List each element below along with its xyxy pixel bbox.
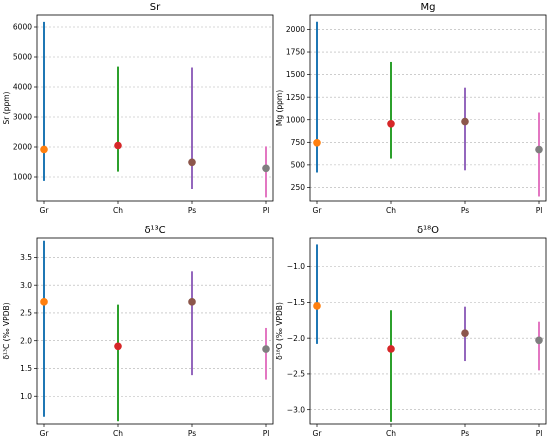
point-ps — [188, 158, 196, 167]
chart-panel-0: 1000 2000 3000 4000 5000 6000 Gr Ch Ps Pl Sr Sr (pp… — [2, 2, 274, 215]
plot-frame — [36, 14, 274, 202]
y-tick-label: 3.5 — [20, 253, 32, 262]
y-tick-label: 6000 — [13, 23, 32, 32]
y-axis-label: Mg (ppm) — [275, 90, 284, 126]
chart-panel-3: −3.0 −2.5 −2.0 −1.5 −1.0 Gr Ch Ps Pl δ¹⁸O δ¹⁸O (‰ … — [275, 225, 547, 438]
y-tick-label: 5000 — [13, 53, 32, 62]
plot-frame — [36, 237, 274, 425]
plot-frame — [309, 14, 547, 202]
point-pl — [535, 145, 543, 154]
point-pl — [262, 164, 270, 173]
x-tick-label: Ch — [113, 429, 123, 438]
x-tick-label: Gr — [40, 206, 50, 215]
point-pl — [535, 336, 543, 345]
y-tick-label: 2000 — [13, 143, 32, 152]
chart-panel-1: 250 500 750 1000 1250 1500 1750 2000 Gr Ch Ps Pl Mg M… — [275, 2, 547, 215]
y-tick-label: 3.0 — [20, 281, 32, 290]
y-tick-label: 1.0 — [20, 392, 32, 401]
y-axis-label: δ¹³C (‰ VPDB) — [2, 302, 11, 359]
y-axis-label: Sr (ppm) — [2, 91, 11, 124]
x-tick-label: Pl — [263, 206, 270, 215]
point-gr — [313, 302, 321, 310]
chart-title: Sr — [150, 2, 161, 13]
point-gr — [313, 138, 321, 147]
chart-title: Mg — [421, 2, 436, 13]
point-ch — [387, 345, 395, 353]
x-tick-label: Ps — [188, 206, 196, 215]
x-tick-label: Ps — [461, 429, 469, 438]
plot-frame — [309, 237, 547, 425]
y-tick-label: 2.5 — [20, 309, 32, 318]
x-tick-label: Pl — [536, 206, 543, 215]
chart-title: δ¹³C — [144, 225, 165, 236]
y-tick-label: −2.0 — [287, 334, 305, 343]
y-tick-label: −2.5 — [287, 370, 305, 379]
x-tick-label: Ch — [113, 206, 123, 215]
y-tick-label: 1000 — [13, 173, 32, 182]
point-ch — [114, 141, 122, 150]
y-tick-label: 500 — [291, 160, 306, 169]
x-tick-label: Pl — [263, 429, 270, 438]
x-tick-label: Ps — [461, 206, 469, 215]
y-tick-label: 1500 — [286, 70, 305, 79]
y-axis-label: δ¹⁸O (‰ VPDB) — [275, 302, 284, 360]
point-ch — [114, 342, 122, 351]
y-tick-label: 2.0 — [20, 336, 32, 345]
x-tick-label: Ch — [386, 429, 396, 438]
y-tick-label: −1.5 — [287, 298, 305, 307]
point-pl — [262, 345, 270, 353]
chart-title: δ¹⁸O — [417, 225, 439, 236]
y-tick-label: 1250 — [286, 93, 305, 102]
point-ps — [461, 329, 469, 337]
y-tick-label: 250 — [291, 183, 306, 192]
x-tick-label: Gr — [313, 206, 323, 215]
y-tick-label: 3000 — [13, 113, 32, 122]
y-tick-label: 4000 — [13, 83, 32, 92]
x-tick-label: Ps — [188, 429, 196, 438]
point-ch — [387, 120, 395, 128]
y-tick-label: 750 — [291, 138, 306, 147]
y-tick-label: 1750 — [286, 48, 305, 57]
x-tick-label: Pl — [536, 429, 543, 438]
y-tick-label: 2000 — [286, 25, 305, 34]
x-tick-label: Gr — [313, 429, 323, 438]
y-tick-label: 1000 — [286, 115, 305, 124]
point-gr — [40, 298, 48, 306]
x-tick-label: Gr — [40, 429, 50, 438]
y-tick-label: 1.5 — [20, 364, 32, 373]
point-ps — [188, 298, 196, 306]
y-tick-label: −1.0 — [287, 262, 305, 271]
point-ps — [461, 117, 469, 126]
y-tick-label: −3.0 — [287, 405, 305, 414]
chart-panel-2: 1.0 1.5 2.0 2.5 3.0 3.5 Gr Ch Ps Pl δ¹³C δ¹³C (‰ VP… — [2, 225, 274, 438]
point-gr — [40, 145, 48, 154]
x-tick-label: Ch — [386, 206, 396, 215]
